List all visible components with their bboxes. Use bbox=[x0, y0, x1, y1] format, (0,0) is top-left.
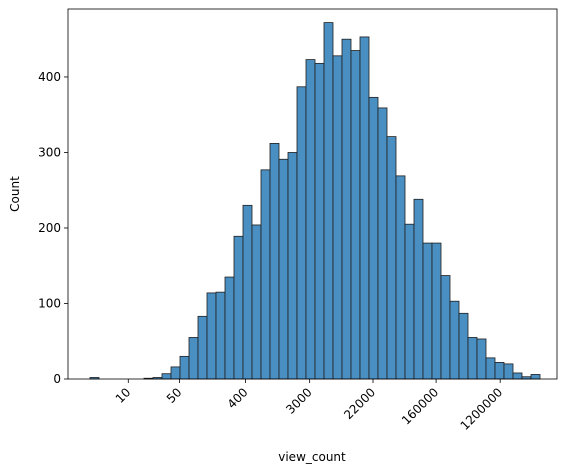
histogram-bar bbox=[431, 242, 442, 380]
histogram-bar bbox=[314, 62, 325, 380]
histogram-bar bbox=[188, 337, 199, 380]
x-tick-label: 10 bbox=[113, 385, 134, 406]
x-tick-label: 22000 bbox=[341, 385, 378, 422]
histogram-bar bbox=[395, 175, 406, 380]
y-axis-label: Count bbox=[8, 176, 22, 212]
histogram-bar bbox=[197, 315, 208, 380]
histogram-bar bbox=[413, 198, 424, 380]
x-tick-label: 400 bbox=[225, 385, 251, 411]
y-tick-label: 100 bbox=[38, 296, 61, 310]
histogram-bar bbox=[512, 372, 523, 380]
histogram-bar bbox=[278, 158, 289, 380]
histogram-bar bbox=[386, 136, 397, 380]
histogram-bar bbox=[242, 204, 253, 380]
histogram-bar bbox=[404, 223, 415, 380]
y-axis: 0 100 200 300 400 bbox=[38, 70, 68, 386]
histogram-bar bbox=[467, 337, 478, 380]
histogram-bar bbox=[233, 235, 244, 380]
histogram-bar bbox=[377, 107, 388, 380]
x-tick-label: 3000 bbox=[283, 385, 314, 416]
histogram-bar bbox=[215, 291, 226, 380]
histogram-bar bbox=[359, 36, 370, 380]
histogram-bar bbox=[179, 355, 190, 380]
histogram-bar bbox=[305, 59, 316, 380]
histogram-bar bbox=[350, 50, 361, 380]
histogram-bar bbox=[323, 22, 334, 380]
bars-layer bbox=[89, 22, 541, 380]
histogram-bar bbox=[224, 276, 235, 380]
histogram-bar bbox=[251, 224, 262, 380]
histogram-bar bbox=[368, 96, 379, 380]
histogram-bar bbox=[296, 86, 307, 380]
histogram-bar bbox=[260, 169, 271, 380]
histogram-bar bbox=[458, 312, 469, 380]
x-axis: 10 50 400 3000 22000 160000 1200000 bbox=[113, 379, 506, 433]
histogram-bar bbox=[269, 143, 280, 380]
histogram-bar bbox=[161, 373, 172, 380]
histogram-bar bbox=[341, 38, 352, 380]
histogram-bar bbox=[170, 366, 181, 380]
histogram-bar bbox=[476, 338, 487, 380]
histogram-bar bbox=[530, 374, 541, 380]
histogram-bar bbox=[287, 152, 298, 380]
histogram-bar bbox=[485, 357, 496, 380]
histogram-bar bbox=[494, 361, 505, 380]
x-axis-label: view_count bbox=[278, 450, 346, 464]
y-tick-label: 200 bbox=[38, 221, 61, 235]
histogram-bar bbox=[206, 292, 217, 380]
x-tick-label: 50 bbox=[164, 385, 185, 406]
y-tick-label: 300 bbox=[38, 145, 61, 159]
x-tick-label: 1200000 bbox=[458, 385, 506, 433]
plot-frame bbox=[67, 8, 558, 380]
x-tick-label: 160000 bbox=[399, 385, 441, 427]
histogram-bar bbox=[449, 300, 460, 380]
histogram-bar bbox=[503, 363, 514, 380]
y-tick-label: 0 bbox=[53, 372, 61, 386]
histogram-bar bbox=[332, 55, 343, 380]
y-tick-label: 400 bbox=[38, 70, 61, 84]
histogram-bar bbox=[422, 242, 433, 380]
histogram-bar bbox=[440, 275, 451, 380]
